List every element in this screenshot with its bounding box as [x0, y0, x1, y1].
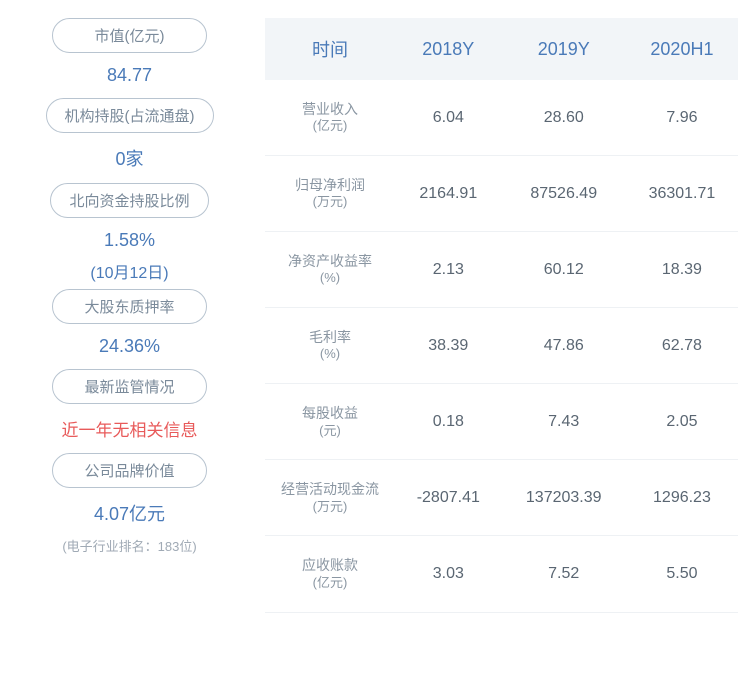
table-cell: 7.96: [626, 80, 738, 156]
metric-label: 市值(亿元): [52, 18, 207, 53]
row-label: 净资产收益率 (%): [265, 232, 395, 308]
table-header-2019: 2019Y: [502, 18, 626, 80]
right-table-panel: 时间 2018Y 2019Y 2020H1 营业收入 (亿元) 6.04 28.…: [247, 18, 738, 660]
table-row: 归母净利润 (万元) 2164.91 87526.49 36301.71: [265, 156, 738, 232]
metric-label: 最新监管情况: [52, 369, 207, 404]
metric-label: 北向资金持股比例: [50, 183, 208, 218]
metric-institutional-holding: 机构持股(占流通盘) 0家: [12, 98, 247, 177]
table-header-row: 时间 2018Y 2019Y 2020H1: [265, 18, 738, 80]
table-cell: 2.13: [395, 232, 502, 308]
row-label-unit: (元): [271, 423, 389, 440]
table-cell: 62.78: [626, 308, 738, 384]
metric-northbound-holding: 北向资金持股比例 1.58% (10月12日): [12, 183, 247, 283]
table-cell: -2807.41: [395, 460, 502, 536]
table-header-2020h1: 2020H1: [626, 18, 738, 80]
table-cell: 3.03: [395, 536, 502, 612]
table-cell: 87526.49: [502, 156, 626, 232]
table-cell: 47.86: [502, 308, 626, 384]
row-label-unit: (万元): [271, 194, 389, 211]
row-label-unit: (亿元): [271, 575, 389, 592]
metric-value: 24.36%: [99, 330, 160, 363]
table-cell: 2.05: [626, 384, 738, 460]
metric-subtext: (10月12日): [90, 259, 168, 283]
row-label: 经营活动现金流 (万元): [265, 460, 395, 536]
table-cell: 28.60: [502, 80, 626, 156]
table-cell: 7.43: [502, 384, 626, 460]
table-row: 营业收入 (亿元) 6.04 28.60 7.96: [265, 80, 738, 156]
row-label-main: 经营活动现金流: [271, 480, 389, 498]
row-label-main: 营业收入: [271, 100, 389, 118]
metric-value: 近一年无相关信息: [62, 410, 198, 447]
table-cell: 1296.23: [626, 460, 738, 536]
table-row: 应收账款 (亿元) 3.03 7.52 5.50: [265, 536, 738, 612]
left-metrics-panel: 市值(亿元) 84.77 机构持股(占流通盘) 0家 北向资金持股比例 1.58…: [12, 18, 247, 660]
metric-value: 4.07亿元: [94, 494, 165, 532]
row-label-unit: (%): [271, 270, 389, 287]
row-label-main: 净资产收益率: [271, 252, 389, 270]
row-label-unit: (%): [271, 346, 389, 363]
row-label: 归母净利润 (万元): [265, 156, 395, 232]
metric-label: 公司品牌价值: [52, 453, 207, 488]
table-cell: 2164.91: [395, 156, 502, 232]
row-label-unit: (亿元): [271, 118, 389, 135]
metric-value: 0家: [115, 139, 143, 177]
row-label: 应收账款 (亿元): [265, 536, 395, 612]
metric-market-cap: 市值(亿元) 84.77: [12, 18, 247, 92]
metric-pledge-ratio: 大股东质押率 24.36%: [12, 289, 247, 363]
table-header-time: 时间: [265, 18, 395, 80]
table-cell: 6.04: [395, 80, 502, 156]
row-label: 每股收益 (元): [265, 384, 395, 460]
row-label-main: 每股收益: [271, 404, 389, 422]
row-label: 营业收入 (亿元): [265, 80, 395, 156]
table-row: 经营活动现金流 (万元) -2807.41 137203.39 1296.23: [265, 460, 738, 536]
table-cell: 7.52: [502, 536, 626, 612]
row-label: 毛利率 (%): [265, 308, 395, 384]
row-label-main: 应收账款: [271, 556, 389, 574]
metric-brand-value: 公司品牌价值 4.07亿元 (电子行业排名：183位): [12, 453, 247, 555]
table-row: 净资产收益率 (%) 2.13 60.12 18.39: [265, 232, 738, 308]
metric-regulatory-status: 最新监管情况 近一年无相关信息: [12, 369, 247, 447]
row-label-main: 归母净利润: [271, 176, 389, 194]
table-cell: 60.12: [502, 232, 626, 308]
metric-value: 1.58%: [104, 224, 155, 257]
row-label-main: 毛利率: [271, 328, 389, 346]
table-cell: 137203.39: [502, 460, 626, 536]
financial-data-table: 时间 2018Y 2019Y 2020H1 营业收入 (亿元) 6.04 28.…: [265, 18, 738, 613]
table-cell: 38.39: [395, 308, 502, 384]
table-cell: 18.39: [626, 232, 738, 308]
metric-small-text: (电子行业排名：183位): [62, 536, 196, 555]
table-cell: 0.18: [395, 384, 502, 460]
metric-value: 84.77: [107, 59, 152, 92]
table-header-2018: 2018Y: [395, 18, 502, 80]
table-row: 毛利率 (%) 38.39 47.86 62.78: [265, 308, 738, 384]
table-body: 营业收入 (亿元) 6.04 28.60 7.96 归母净利润 (万元) 216…: [265, 80, 738, 612]
table-row: 每股收益 (元) 0.18 7.43 2.05: [265, 384, 738, 460]
metric-label: 大股东质押率: [52, 289, 207, 324]
table-cell: 5.50: [626, 536, 738, 612]
row-label-unit: (万元): [271, 499, 389, 516]
metric-label: 机构持股(占流通盘): [46, 98, 214, 133]
table-cell: 36301.71: [626, 156, 738, 232]
